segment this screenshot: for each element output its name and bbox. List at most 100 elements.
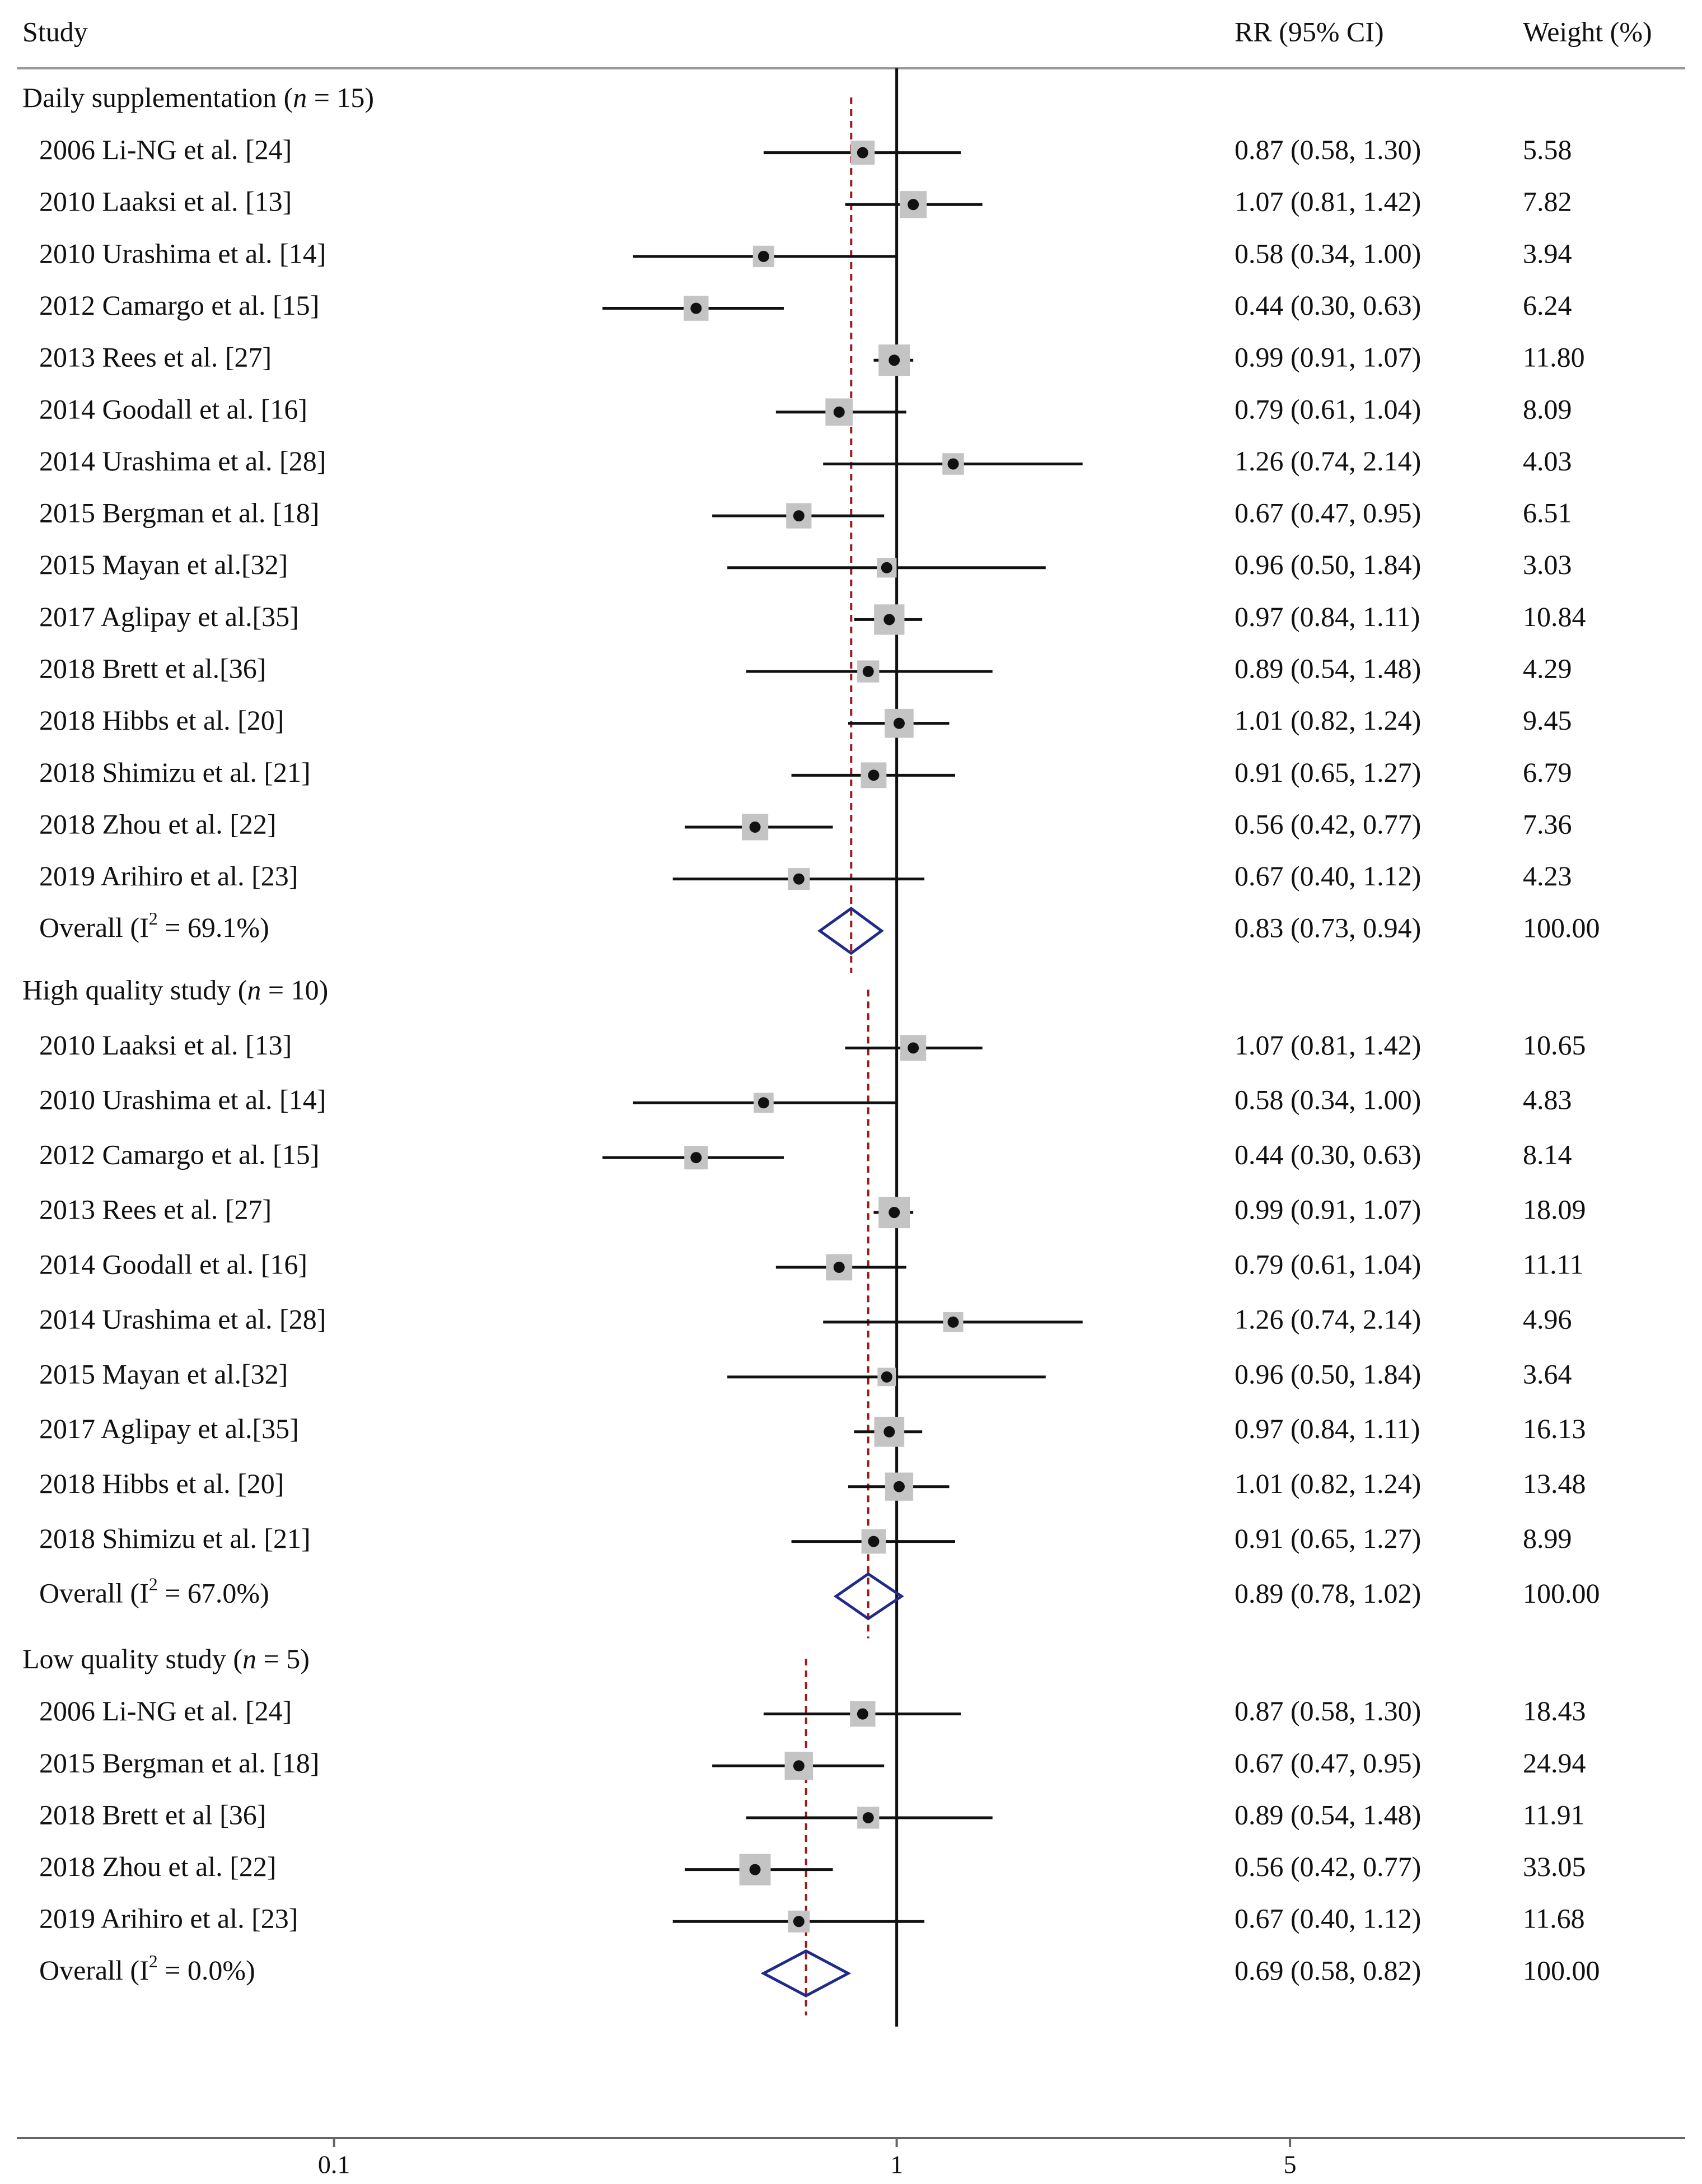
group-daily-study-14-point xyxy=(749,821,761,833)
group-daily-study-8-effect: 0.67 (0.47, 0.95) xyxy=(1235,497,1421,529)
group-high-study-1-effect: 1.07 (0.81, 1.42) xyxy=(1235,1029,1421,1061)
group-daily-study-5-effect: 0.99 (0.91, 1.07) xyxy=(1235,342,1421,373)
group-low-study-3-label: 2018 Brett et al [36] xyxy=(39,1799,266,1830)
group-high-study-4-point xyxy=(889,1207,900,1219)
group-low-study-1-effect: 0.87 (0.58, 1.30) xyxy=(1235,1695,1421,1726)
x-tick-label-2: 1 xyxy=(890,2150,903,2179)
group-high-study-5-weight: 11.11 xyxy=(1523,1248,1584,1280)
group-high-study-10-label: 2018 Shimizu et al. [21] xyxy=(39,1523,311,1554)
group-low-study-5-point xyxy=(793,1916,805,1928)
group-daily-study-5-label: 2013 Rees et al. [27] xyxy=(39,342,272,373)
group-daily-study-7-effect: 1.26 (0.74, 2.14) xyxy=(1235,445,1421,477)
group-daily-title: Daily supplementation (n = 15) xyxy=(22,82,374,113)
group-daily-study-1-point xyxy=(857,147,868,158)
x-tick-label-3: 5 xyxy=(1284,2150,1297,2179)
group-high-study-2-weight: 4.83 xyxy=(1523,1084,1572,1116)
group-high-study-5-label: 2014 Goodall et al. [16] xyxy=(39,1248,307,1280)
group-daily-study-8-label: 2015 Bergman et al. [18] xyxy=(39,497,319,529)
group-high-study-7-point xyxy=(881,1371,892,1383)
group-daily-study-6-point xyxy=(833,406,845,418)
group-daily-study-3-point xyxy=(758,250,769,262)
group-low-overall-label: Overall (I2 = 0.0%) xyxy=(39,1951,255,1986)
group-daily-overall-diamond xyxy=(817,907,884,955)
group-daily-study-1-label: 2006 Li-NG et al. [24] xyxy=(39,134,292,165)
group-daily-study-13-point xyxy=(868,769,880,781)
group-daily-study-5-weight: 11.80 xyxy=(1523,342,1585,373)
group-low-study-3-effect: 0.89 (0.54, 1.48) xyxy=(1235,1799,1421,1830)
group-high-overall-effect: 0.89 (0.78, 1.02) xyxy=(1235,1578,1421,1609)
group-daily-study-8-point xyxy=(793,510,805,522)
group-daily-study-15-label: 2019 Arihiro et al. [23] xyxy=(39,860,298,892)
group-low-study-2-effect: 0.67 (0.47, 0.95) xyxy=(1235,1747,1421,1779)
group-high-study-2-label: 2010 Urashima et al. [14] xyxy=(39,1084,326,1116)
group-high-study-8-weight: 16.13 xyxy=(1523,1413,1586,1444)
group-low-study-4-weight: 33.05 xyxy=(1523,1851,1586,1882)
group-daily-study-10-label: 2017 Aglipay et al.[35] xyxy=(39,601,299,632)
group-daily-overall-effect: 0.83 (0.73, 0.94) xyxy=(1235,912,1421,944)
group-daily-study-1-effect: 0.87 (0.58, 1.30) xyxy=(1235,134,1421,165)
group-high-overall-label: Overall (I2 = 67.0%) xyxy=(39,1574,269,1609)
group-high-study-7-effect: 0.96 (0.50, 1.84) xyxy=(1235,1358,1421,1389)
group-daily-study-7-weight: 4.03 xyxy=(1523,445,1572,477)
group-daily-study-3-effect: 0.58 (0.34, 1.00) xyxy=(1235,237,1421,269)
group-high-title: High quality study (n = 10) xyxy=(22,974,328,1006)
group-daily-study-4-weight: 6.24 xyxy=(1523,290,1572,321)
group-daily-study-9-effect: 0.96 (0.50, 1.84) xyxy=(1235,549,1421,580)
group-high-study-2-effect: 0.58 (0.34, 1.00) xyxy=(1235,1084,1421,1116)
group-daily-study-10-point xyxy=(883,614,895,626)
group-low-study-5-label: 2019 Arihiro et al. [23] xyxy=(39,1903,298,1934)
group-high-study-2-point xyxy=(758,1097,769,1109)
group-high-study-9-point xyxy=(893,1481,905,1492)
group-high-study-5-effect: 0.79 (0.61, 1.04) xyxy=(1235,1248,1421,1280)
group-low-title: Low quality study (n = 5) xyxy=(22,1644,310,1675)
group-daily-study-15-weight: 4.23 xyxy=(1523,860,1572,892)
group-daily-overall-label: Overall (I2 = 69.1%) xyxy=(39,909,269,944)
group-daily-study-4-point xyxy=(690,302,702,314)
group-daily-study-11-weight: 4.29 xyxy=(1523,653,1572,684)
group-daily-study-11-effect: 0.89 (0.54, 1.48) xyxy=(1235,653,1421,684)
group-daily-study-2-weight: 7.82 xyxy=(1523,186,1572,217)
group-daily-study-9-label: 2015 Mayan et al.[32] xyxy=(39,549,288,580)
group-daily-study-3-label: 2010 Urashima et al. [14] xyxy=(39,237,326,269)
group-daily-study-2-label: 2010 Laaksi et al. [13] xyxy=(39,186,292,217)
group-daily-study-14-weight: 7.36 xyxy=(1523,808,1572,839)
group-low-overall-effect: 0.69 (0.58, 0.82) xyxy=(1235,1954,1421,1986)
group-low-study-2-weight: 24.94 xyxy=(1523,1747,1586,1779)
group-low-study-1-point xyxy=(857,1708,868,1720)
group-high-study-7-label: 2015 Mayan et al.[32] xyxy=(39,1358,288,1389)
group-daily-study-10-effect: 0.97 (0.84, 1.11) xyxy=(1235,601,1420,632)
group-daily-study-10-weight: 10.84 xyxy=(1523,601,1586,632)
group-daily-study-2-effect: 1.07 (0.81, 1.42) xyxy=(1235,186,1421,217)
group-high-study-3-weight: 8.14 xyxy=(1523,1139,1572,1170)
group-high-study-8-point xyxy=(883,1426,895,1438)
group-daily-study-7-point xyxy=(947,458,959,470)
group-daily-study-15-point xyxy=(793,873,805,885)
group-daily-study-14-label: 2018 Zhou et al. [22] xyxy=(39,808,277,839)
group-low-overall-diamond xyxy=(760,1949,852,1998)
group-high-study-6-label: 2014 Urashima et al. [28] xyxy=(39,1303,326,1334)
x-tick-label-1: 0.1 xyxy=(318,2150,350,2179)
group-high-study-4-weight: 18.09 xyxy=(1523,1194,1586,1225)
group-daily-study-3-weight: 3.94 xyxy=(1523,237,1572,269)
group-high-study-4-label: 2013 Rees et al. [27] xyxy=(39,1194,272,1225)
group-daily-study-13-effect: 0.91 (0.65, 1.27) xyxy=(1235,757,1421,788)
group-low-study-4-point xyxy=(749,1864,761,1875)
group-daily-study-9-point xyxy=(881,562,892,573)
group-high-study-9-label: 2018 Hibbs et al. [20] xyxy=(39,1468,284,1499)
group-low-study-3-weight: 11.91 xyxy=(1523,1799,1585,1830)
group-daily-study-6-effect: 0.79 (0.61, 1.04) xyxy=(1235,393,1421,424)
group-high-study-3-point xyxy=(690,1152,702,1164)
group-low-study-2-label: 2015 Bergman et al. [18] xyxy=(39,1747,319,1779)
group-daily-study-12-label: 2018 Hibbs et al. [20] xyxy=(39,704,284,736)
group-high-study-8-effect: 0.97 (0.84, 1.11) xyxy=(1235,1413,1420,1444)
group-high-study-1-label: 2010 Laaksi et al. [13] xyxy=(39,1029,292,1061)
group-daily-study-13-weight: 6.79 xyxy=(1523,757,1572,788)
group-daily-study-9-weight: 3.03 xyxy=(1523,549,1572,580)
group-high-study-1-weight: 10.65 xyxy=(1523,1029,1586,1061)
group-low-study-5-effect: 0.67 (0.40, 1.12) xyxy=(1235,1903,1421,1934)
group-high-study-10-effect: 0.91 (0.65, 1.27) xyxy=(1235,1523,1421,1554)
group-low-study-3-point xyxy=(862,1812,874,1823)
group-high-study-7-weight: 3.64 xyxy=(1523,1358,1572,1389)
group-daily-study-8-weight: 6.51 xyxy=(1523,497,1572,529)
